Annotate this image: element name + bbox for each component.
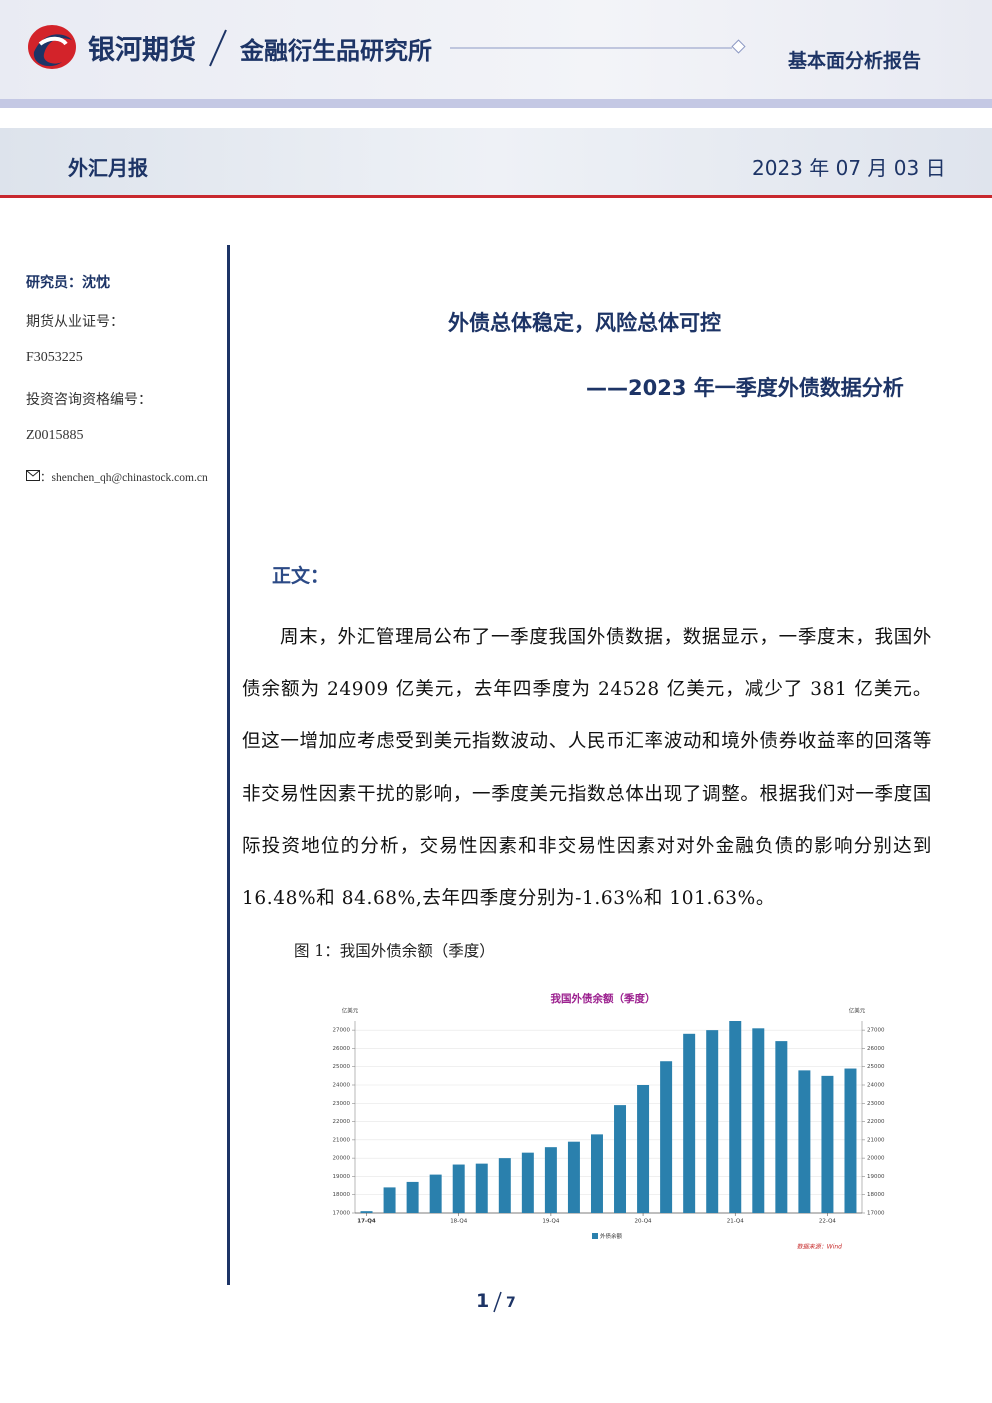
y-tick-label: 20000 xyxy=(333,1156,351,1162)
bar xyxy=(614,1105,627,1213)
bar xyxy=(360,1211,373,1213)
header-band xyxy=(0,0,992,100)
red-rule xyxy=(0,195,992,198)
y2-axis-label: 亿美元 xyxy=(849,1007,866,1015)
y2-tick-label: 23000 xyxy=(867,1101,885,1107)
y-tick-label: 18000 xyxy=(333,1192,351,1198)
bar xyxy=(383,1187,396,1213)
logo xyxy=(28,25,76,69)
y2-tick-label: 21000 xyxy=(867,1137,885,1143)
y2-tick-label: 17000 xyxy=(867,1211,885,1217)
license: F3053225 xyxy=(26,350,83,365)
bar xyxy=(637,1085,650,1213)
y2-tick-label: 25000 xyxy=(867,1064,885,1070)
division: 金融衍生品研究所 xyxy=(240,37,432,65)
x-tick-label: 22-Q4 xyxy=(819,1219,837,1225)
y2-tick-label: 19000 xyxy=(867,1174,885,1180)
chart-source: 数据来源：Wind xyxy=(797,1243,842,1251)
bar xyxy=(406,1181,419,1213)
report-type: 基本面分析报告 xyxy=(788,50,922,72)
y2-tick-label: 20000 xyxy=(867,1156,885,1162)
y-tick-label: 25000 xyxy=(333,1064,351,1070)
column-name: 外汇月报 xyxy=(68,156,148,180)
x-tick-label: 19-Q4 xyxy=(542,1219,560,1225)
header-rule xyxy=(450,39,746,54)
bar xyxy=(660,1061,673,1213)
bar xyxy=(567,1141,580,1213)
x-tick-label: 17-Q4 xyxy=(357,1219,376,1225)
page-total: 7 xyxy=(506,1295,516,1311)
x-tick-label: 20-Q4 xyxy=(635,1219,653,1225)
bar xyxy=(752,1028,765,1213)
bar xyxy=(821,1075,834,1213)
y-tick-label: 22000 xyxy=(333,1119,351,1125)
y-tick-label: 17000 xyxy=(333,1211,351,1217)
y-axis-label: 亿美元 xyxy=(342,1007,359,1015)
x-tick-label: 21-Q4 xyxy=(727,1219,745,1225)
page-slash xyxy=(493,1291,502,1313)
y2-tick-label: 26000 xyxy=(867,1046,885,1052)
y-tick-label: 23000 xyxy=(333,1101,351,1107)
header-stripe xyxy=(0,99,992,108)
column-band xyxy=(0,128,992,196)
consult-label: 投资咨询资格编号： xyxy=(26,393,152,408)
page-number: 1 xyxy=(476,1290,490,1312)
bar xyxy=(544,1147,557,1213)
bar xyxy=(475,1163,488,1213)
y-tick-label: 26000 xyxy=(333,1046,351,1052)
bar xyxy=(590,1134,603,1213)
email: ：shenchen_qh@chinastock.com.cn xyxy=(40,472,208,484)
figure-caption: 图 1：我国外债余额（季度） xyxy=(294,942,495,960)
article-subtitle: ——2023 年一季度外债数据分析 xyxy=(586,376,904,400)
bar xyxy=(775,1041,788,1213)
consult: Z0015885 xyxy=(26,428,84,443)
legend-label: 外债余额 xyxy=(600,1232,623,1240)
sidebar-rule xyxy=(227,245,230,1285)
y2-tick-label: 24000 xyxy=(867,1083,885,1089)
slash xyxy=(209,29,227,67)
y-tick-label: 19000 xyxy=(333,1174,351,1180)
y-tick-label: 27000 xyxy=(333,1028,351,1034)
paragraph: 周末，外汇管理局公布了一季度我国外债数据，数据显示，一季度末，我国外债余额为 2… xyxy=(242,627,932,910)
bar xyxy=(521,1152,534,1213)
article-title: 外债总体稳定，风险总体可控 xyxy=(448,311,721,335)
report-date: 2023 年 07 月 03 日 xyxy=(752,156,946,180)
bar xyxy=(706,1030,719,1213)
section-heading: 正文： xyxy=(272,565,330,587)
legend-swatch xyxy=(592,1233,598,1239)
y2-tick-label: 27000 xyxy=(867,1028,885,1034)
bar xyxy=(683,1033,696,1213)
x-tick-label: 18-Q4 xyxy=(450,1219,468,1225)
license-label: 期货从业证号： xyxy=(26,315,124,330)
bar xyxy=(844,1068,857,1213)
y-tick-label: 24000 xyxy=(333,1083,351,1089)
bar xyxy=(498,1158,511,1213)
y-tick-label: 21000 xyxy=(333,1137,351,1143)
y2-tick-label: 18000 xyxy=(867,1192,885,1198)
chart-title: 我国外债余额（季度） xyxy=(551,992,656,1005)
y2-tick-label: 22000 xyxy=(867,1119,885,1125)
brand: 银河期货 xyxy=(88,35,196,66)
mail-icon xyxy=(26,470,40,481)
chart: 我国外债余额（季度） 亿美元 亿美元 数据来源：Wind 17000 18000 1… xyxy=(333,992,885,1251)
bar xyxy=(798,1070,811,1213)
bar xyxy=(429,1174,442,1213)
bar xyxy=(729,1021,742,1213)
bar xyxy=(452,1164,465,1213)
researcher: 研究员：沈忱 xyxy=(26,276,110,291)
